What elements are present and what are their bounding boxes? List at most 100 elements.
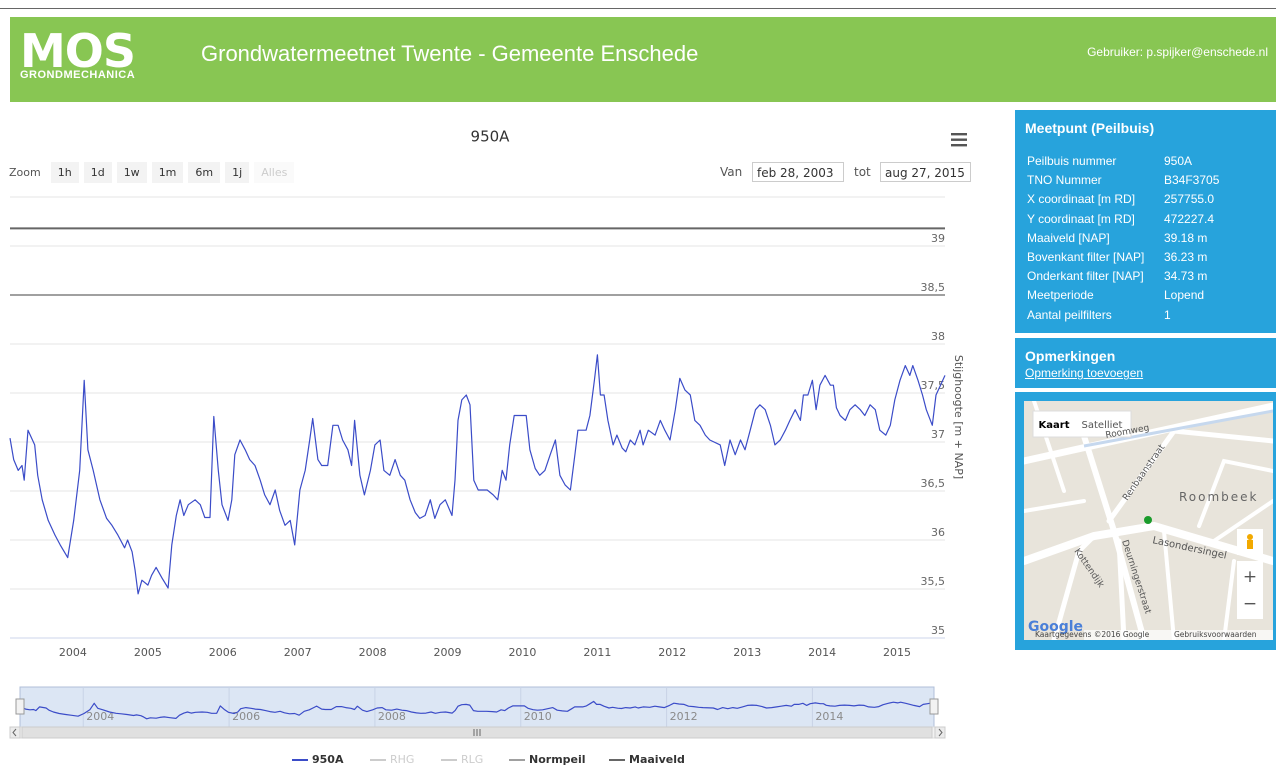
zoom-button[interactable]: 1d <box>84 162 112 183</box>
map-type-button[interactable]: Kaart <box>1039 420 1070 431</box>
scrollbar-arrow <box>10 727 20 738</box>
info-label: Onderkant filter [NAP] <box>1027 269 1164 288</box>
zoom-button[interactable]: 1m <box>152 162 184 183</box>
info-label: Peilbuis nummer <box>1027 154 1164 173</box>
page-title: Grondwatermeetnet Twente - Gemeente Ensc… <box>201 41 698 67</box>
info-label: Maaiveld [NAP] <box>1027 231 1164 250</box>
range-from-label: Van <box>720 165 742 179</box>
info-value: Lopend <box>1164 288 1204 307</box>
panel-title: Meetpunt (Peilbuis) <box>1025 120 1154 136</box>
info-row: Onderkant filter [NAP]34.73 m <box>1027 269 1219 288</box>
map-zoom-in[interactable]: + <box>1243 567 1257 587</box>
x-tick-label: 2012 <box>658 646 686 659</box>
navigator-handle <box>16 699 24 714</box>
y-tick-label: 39 <box>931 232 945 245</box>
info-value: 472227.4 <box>1164 212 1214 231</box>
scrollbar-arrow <box>935 727 945 738</box>
map-terms[interactable]: Gebruiksvoorwaarden <box>1174 630 1257 639</box>
x-tick-label: 2015 <box>883 646 911 659</box>
map-panel: Kaart Satelliet Roomweg Renbaanstraat Ro… <box>1015 392 1276 650</box>
legend-label: 950A <box>312 753 344 766</box>
zoom-button[interactable]: 1h <box>51 162 79 183</box>
logo: MOS <box>20 31 135 71</box>
navigator-tick-label: 2012 <box>670 710 698 723</box>
info-row: Y coordinaat [m RD]472227.4 <box>1027 212 1219 231</box>
info-value: B34F3705 <box>1164 173 1219 192</box>
logo-subtitle: GRONDMECHANICA <box>20 69 135 81</box>
x-tick-label: 2006 <box>209 646 237 659</box>
range-from[interactable]: feb 28, 2003 <box>752 162 844 182</box>
top-line <box>0 8 1276 9</box>
info-label: Y coordinaat [m RD] <box>1027 212 1164 231</box>
info-value: 39.18 m <box>1164 231 1207 250</box>
info-row: Maaiveld [NAP]39.18 m <box>1027 231 1219 250</box>
chart: 950A Stijghoogte [m + NAP] 35 35,5 36 36,5 3… <box>0 0 1000 767</box>
map-zoom-out[interactable]: − <box>1243 594 1257 614</box>
y-tick-label: 36 <box>931 526 945 539</box>
menu-icon[interactable] <box>951 133 967 146</box>
info-row: X coordinaat [m RD]257755.0 <box>1027 192 1219 211</box>
zoom-button[interactable]: 1w <box>117 162 147 183</box>
x-tick-label: 2013 <box>733 646 761 659</box>
info-label: Bovenkant filter [NAP] <box>1027 250 1164 269</box>
range-to[interactable]: aug 27, 2015 <box>880 162 971 182</box>
legend-label: Maaiveld <box>629 753 685 766</box>
y-tick-label: 38 <box>931 330 945 343</box>
zoom-button[interactable]: 1j <box>225 162 249 183</box>
y-tick-label: 35 <box>931 624 945 637</box>
header: MOS GRONDMECHANICA Grondwatermeetnet Twe… <box>10 17 1276 102</box>
legend-label: RHG <box>390 753 414 766</box>
chart-title: 950A <box>471 128 511 146</box>
opmerkingen-panel: Opmerkingen Opmerking toevoegen <box>1015 338 1276 388</box>
y-tick-label: 35,5 <box>921 575 946 588</box>
y-tick-label: 37 <box>931 428 945 441</box>
x-tick-label: 2008 <box>359 646 387 659</box>
legend-label: Normpeil <box>529 753 586 766</box>
info-label: TNO Nummer <box>1027 173 1164 192</box>
map-attribution: Kaartgegevens ©2016 Google <box>1035 630 1150 639</box>
navigator-tick-label: 2010 <box>524 710 552 723</box>
info-value: 36.23 m <box>1164 250 1207 269</box>
info-value: 34.73 m <box>1164 269 1207 288</box>
range-to-label: tot <box>854 165 871 179</box>
info-value: 950A <box>1164 154 1192 173</box>
info-value: 1 <box>1164 308 1171 327</box>
navigator-tick-label: 2006 <box>232 710 260 723</box>
zoom-button[interactable]: 6m <box>188 162 220 183</box>
y-axis-title: Stijghoogte [m + NAP] <box>952 355 965 479</box>
map[interactable]: Kaart Satelliet Roomweg Renbaanstraat Ro… <box>1024 401 1273 640</box>
panel-title: Opmerkingen <box>1025 348 1115 364</box>
info-label: Aantal peilfilters <box>1027 308 1164 327</box>
user: Gebruiker: p.spijker@enschede.nl <box>1087 45 1268 59</box>
zoom-label: Zoom <box>9 166 41 179</box>
legend-label: RLG <box>461 753 483 766</box>
x-tick-label: 2007 <box>284 646 312 659</box>
zoom-button[interactable]: Alles <box>254 162 294 183</box>
info-value: 257755.0 <box>1164 192 1214 211</box>
y-tick-label: 36,5 <box>921 477 946 490</box>
navigator-handle <box>930 699 938 714</box>
navigator-window <box>20 687 934 727</box>
x-tick-label: 2011 <box>583 646 611 659</box>
x-tick-label: 2005 <box>134 646 162 659</box>
x-tick-label: 2014 <box>808 646 836 659</box>
page: Grondwatermeetnet html,body{margin:0;pad… <box>0 0 1276 767</box>
info-row: Bovenkant filter [NAP]36.23 m <box>1027 250 1219 269</box>
navigator-tick-label: 2008 <box>378 710 406 723</box>
series-line <box>10 355 945 594</box>
info-label: X coordinaat [m RD] <box>1027 192 1164 211</box>
y-tick-label: 37,5 <box>921 379 946 392</box>
area-label: Roombeek <box>1179 490 1259 504</box>
x-tick-label: 2004 <box>59 646 87 659</box>
info-label: Meetperiode <box>1027 288 1164 307</box>
x-tick-label: 2010 <box>508 646 536 659</box>
body: {"header":{"logo":"MOS","logo_sub":"GRON… <box>0 0 1276 767</box>
add-remark-link[interactable]: Opmerking toevoegen <box>1025 366 1143 380</box>
